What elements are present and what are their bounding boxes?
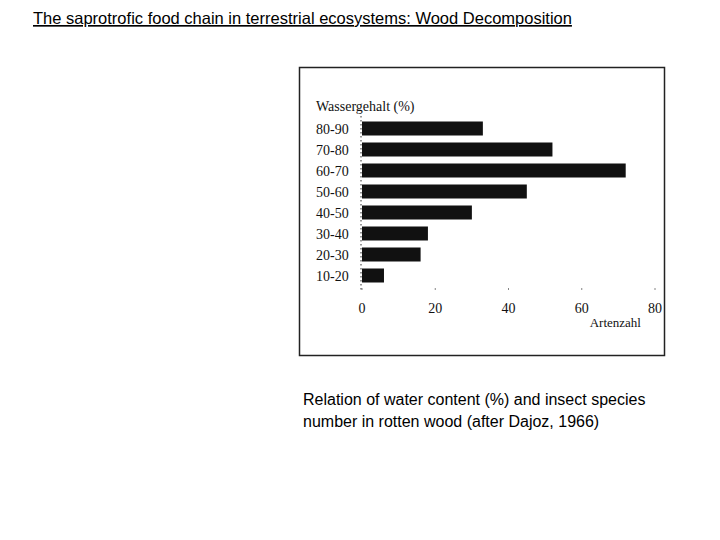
category-label: 80-90: [316, 122, 349, 137]
tick-label: 60: [575, 301, 589, 316]
tick-mark: [581, 288, 582, 290]
tick-mark: [435, 288, 436, 290]
category-label: 50-60: [316, 185, 349, 200]
x-axis-label: Artenzahl: [590, 315, 642, 330]
tick-label: 80: [648, 301, 662, 316]
caption: number in rotten wood (after Dajoz, 1966…: [303, 413, 599, 430]
bars: [362, 122, 626, 283]
category-label: 70-80: [316, 143, 349, 158]
y-axis-label: Wassergehalt (%): [316, 99, 415, 115]
category-label: 20-30: [316, 248, 349, 263]
tick-mark: [655, 288, 656, 290]
tick-label: 20: [428, 301, 442, 316]
tick-mark: [362, 288, 363, 290]
bar: [362, 269, 384, 283]
bar: [362, 164, 626, 178]
chart-frame: [300, 68, 665, 356]
bar: [362, 143, 552, 157]
bar: [362, 185, 527, 199]
bar: [362, 206, 472, 220]
stage: The saprotrofic food chain in terrestria…: [0, 0, 720, 540]
category-label: 10-20: [316, 269, 349, 284]
tick-label: 40: [502, 301, 516, 316]
tick-mark: [508, 288, 509, 290]
caption: Relation of water content (%) and insect…: [303, 391, 645, 408]
category-label: 30-40: [316, 227, 349, 242]
category-label: 60-70: [316, 164, 349, 179]
bar: [362, 122, 483, 136]
bar: [362, 227, 428, 241]
bar: [362, 248, 421, 262]
tick-label: 0: [359, 301, 366, 316]
category-label: 40-50: [316, 206, 349, 221]
axis-line: [361, 116, 362, 290]
slide-title: The saprotrofic food chain in terrestria…: [33, 9, 572, 27]
